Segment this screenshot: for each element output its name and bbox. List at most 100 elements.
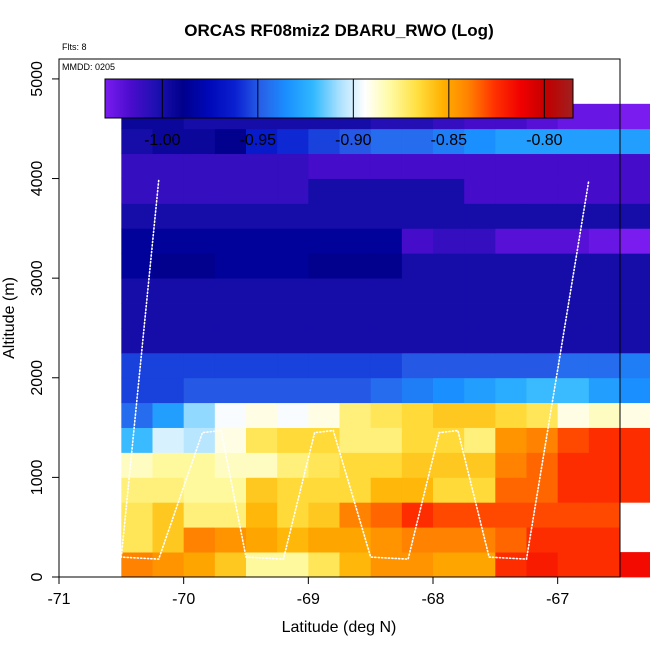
- heatmap-cell: [557, 203, 590, 229]
- heatmap-cell: [464, 303, 496, 329]
- heatmap-cell: [464, 178, 496, 204]
- heatmap-cell: [308, 502, 340, 528]
- heatmap-cell: [588, 402, 621, 428]
- x-axis: -71 -70 -69 -68 -67: [47, 576, 569, 608]
- heatmap-cell: [339, 352, 372, 379]
- heatmap-cell: [308, 452, 340, 478]
- heatmap-cell: [588, 128, 621, 155]
- heatmap-cell: [214, 278, 247, 304]
- heatmap-cell: [557, 352, 590, 379]
- heatmap-cell: [121, 452, 153, 478]
- heatmap-cell: [121, 327, 153, 354]
- heatmap-cell: [588, 377, 621, 404]
- heatmap-cell: [557, 452, 590, 478]
- y-tick-label: 0: [29, 572, 46, 581]
- heatmap-cell: [526, 228, 559, 254]
- heatmap-cell: [557, 427, 590, 453]
- heatmap-cell: [370, 203, 403, 229]
- heatmap-cell: [121, 203, 153, 229]
- heatmap-cell: [308, 178, 340, 204]
- heatmap-cell: [370, 303, 403, 329]
- heatmap-cell: [246, 203, 278, 229]
- heatmap-cell: [588, 228, 621, 254]
- heatmap-cell: [308, 128, 340, 155]
- heatmap-cell: [526, 402, 559, 428]
- heatmap-cell: [495, 527, 527, 553]
- heatmap-cell: [464, 278, 496, 304]
- heatmap-cell: [214, 253, 247, 279]
- heatmap-cell: [152, 128, 185, 155]
- heatmap-cell: [183, 303, 216, 329]
- heatmap-cell: [152, 278, 185, 304]
- heatmap-cell: [433, 452, 465, 478]
- heatmap-cell: [246, 377, 278, 404]
- x-axis-label: Latitude (deg N): [282, 619, 397, 636]
- heatmap-cell: [620, 377, 650, 404]
- heatmap-cell: [152, 228, 185, 254]
- heatmap-cell: [277, 502, 309, 528]
- heatmap-cell: [588, 452, 621, 478]
- heatmap-cell: [370, 228, 403, 254]
- heatmap-cell: [277, 352, 309, 379]
- heatmap-cell: [620, 153, 650, 179]
- y-tick-label: 5000: [29, 61, 46, 97]
- heatmap-cell: [339, 178, 372, 204]
- x-tick-label: -68: [421, 591, 444, 608]
- heatmap-cell: [464, 527, 496, 553]
- heatmap-cell: [370, 327, 403, 354]
- y-axis: 0 1000 2000 3000 4000 5000: [29, 61, 60, 581]
- heatmap-cell: [588, 427, 621, 453]
- heatmap-cell: [370, 502, 403, 528]
- colorbar-tick-label: -0.85: [431, 132, 468, 149]
- heatmap-cell: [214, 303, 247, 329]
- heatmap-cell: [370, 452, 403, 478]
- heatmap-cell: [246, 128, 278, 155]
- heatmap-cell: [433, 402, 465, 428]
- heatmap-cell: [464, 203, 496, 229]
- heatmap-cell: [495, 502, 527, 528]
- heatmap-cell: [246, 402, 278, 428]
- heatmap-cell: [214, 452, 247, 478]
- heatmap-cell: [588, 153, 621, 179]
- heatmap-cell: [620, 402, 650, 428]
- heatmap-cell: [557, 128, 590, 155]
- heatmap-cell: [495, 203, 527, 229]
- heatmap-cell: [339, 452, 372, 478]
- heatmap-cell: [339, 228, 372, 254]
- heatmap-cell: [588, 527, 621, 553]
- heatmap-cell: [557, 552, 590, 578]
- heatmap-cell: [588, 477, 621, 503]
- heatmap-cell: [620, 327, 650, 354]
- heatmap-cell: [557, 153, 590, 179]
- heatmap-cell: [121, 178, 153, 204]
- heatmap-cell: [495, 377, 527, 404]
- heatmap-cell: [620, 477, 650, 503]
- heatmap-cell: [620, 278, 650, 304]
- heatmap-cell: [401, 228, 434, 254]
- heatmap-cell: [401, 377, 434, 404]
- heatmap-cell: [277, 178, 309, 204]
- heatmap-cell: [588, 352, 621, 379]
- heatmap-cell: [464, 402, 496, 428]
- heatmap-cell: [152, 253, 185, 279]
- heatmap-cell: [152, 327, 185, 354]
- heatmap-cell: [620, 103, 650, 130]
- heatmap-cell: [433, 278, 465, 304]
- heatmap-cell: [557, 527, 590, 553]
- heatmap-cell: [526, 303, 559, 329]
- heatmap-cell: [495, 327, 527, 354]
- heatmap-cell: [433, 352, 465, 379]
- heatmap-cell: [464, 427, 496, 453]
- heatmap-cell: [246, 228, 278, 254]
- heatmap-cell: [464, 128, 496, 155]
- heatmap-cell: [620, 228, 650, 254]
- heatmap-cell: [588, 178, 621, 204]
- heatmap-cell: [339, 527, 372, 553]
- y-tick-label: 1000: [29, 460, 46, 496]
- heatmap-cell: [308, 327, 340, 354]
- heatmap-cell: [588, 502, 621, 528]
- heatmap-cell: [152, 402, 185, 428]
- heatmap-cell: [588, 303, 621, 329]
- heatmap-cell: [246, 327, 278, 354]
- heatmap-cell: [588, 103, 621, 130]
